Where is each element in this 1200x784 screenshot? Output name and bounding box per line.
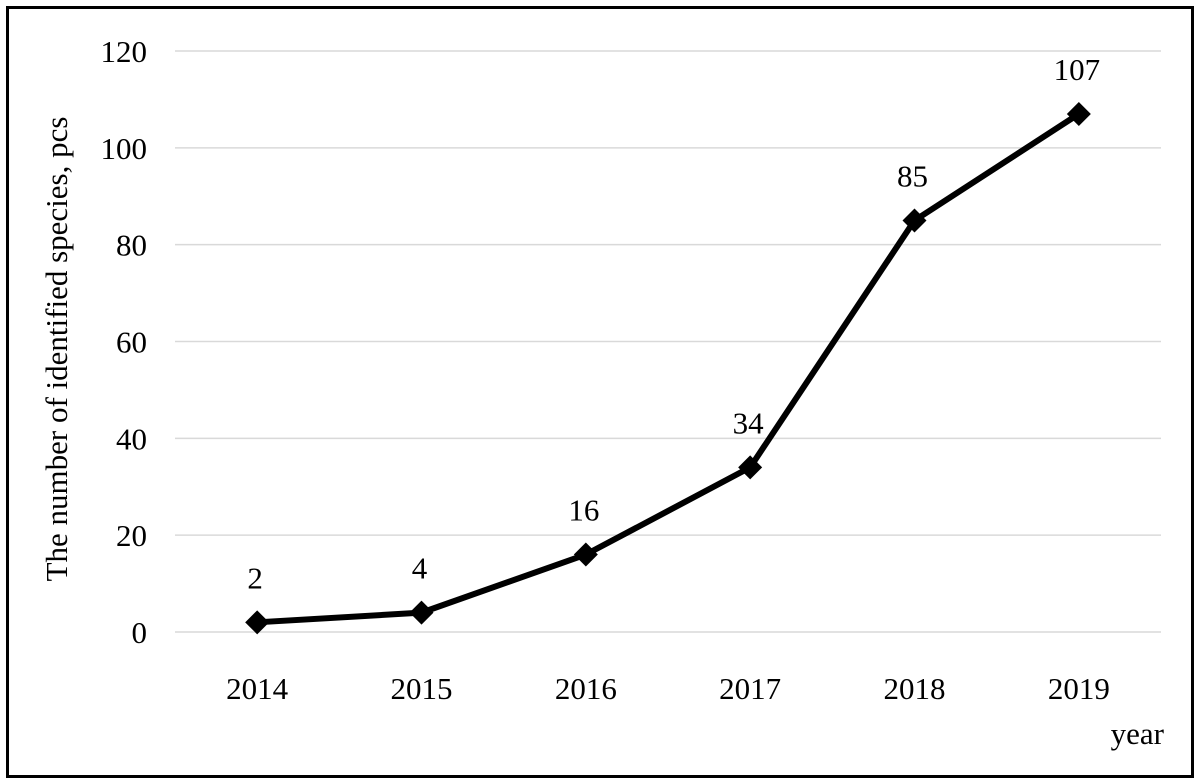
y-tick-label: 0	[132, 615, 148, 650]
x-tick-label: 2019	[1048, 671, 1110, 706]
y-axis-label: The number of identified species, pcs	[39, 117, 74, 582]
y-axis-ticks: 0 20 40 60 80 100 120	[101, 34, 148, 650]
y-tick-label: 120	[101, 34, 148, 69]
diamond-marker	[902, 208, 927, 233]
diamond-marker	[738, 455, 763, 480]
diamond-marker	[1066, 101, 1091, 126]
y-tick-label: 20	[116, 518, 147, 553]
x-tick-label: 2014	[226, 671, 289, 706]
y-tick-label: 60	[116, 325, 147, 360]
diamond-marker	[245, 610, 270, 635]
series-line	[254, 110, 1082, 626]
data-label: 107	[1054, 52, 1101, 87]
data-label: 85	[897, 158, 928, 193]
x-tick-label: 2017	[719, 671, 781, 706]
x-tick-label: 2015	[391, 671, 453, 706]
y-tick-label: 40	[116, 421, 147, 456]
diamond-marker	[573, 542, 598, 567]
data-label: 4	[412, 551, 428, 586]
line-chart: 0 20 40 60 80 100 120 2014 2015 2016 2017 2018 2019…	[39, 34, 1165, 751]
x-axis-label: year	[1111, 716, 1165, 751]
chart-frame: 0 20 40 60 80 100 120 2014 2015 2016 2017 2018 2019…	[6, 6, 1194, 778]
data-label: 34	[733, 405, 765, 440]
gridlines	[175, 50, 1161, 633]
markers-group	[245, 101, 1091, 635]
data-label: 2	[247, 560, 263, 595]
data-labels: 2 4 16 34 85 107	[247, 52, 1100, 595]
x-axis-ticks: 2014 2015 2016 2017 2018 2019	[226, 671, 1110, 706]
y-tick-label: 80	[116, 228, 147, 263]
x-tick-label: 2018	[884, 671, 946, 706]
y-tick-label: 100	[101, 131, 148, 166]
data-label: 16	[568, 493, 599, 528]
series-group	[254, 110, 1082, 626]
x-tick-label: 2016	[555, 671, 617, 706]
diamond-marker	[409, 600, 434, 625]
